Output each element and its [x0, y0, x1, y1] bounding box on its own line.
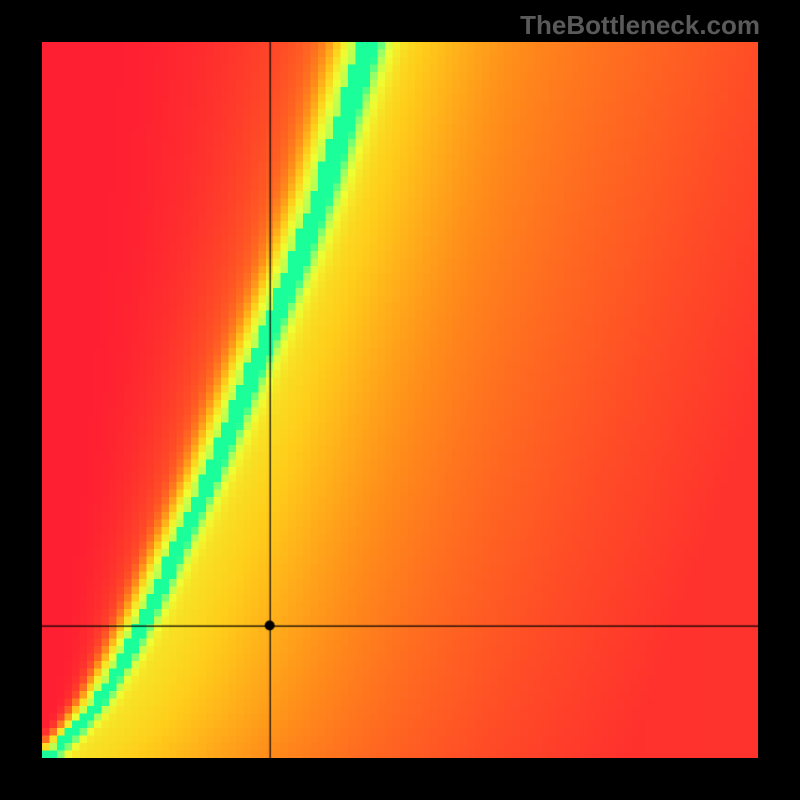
watermark-text: TheBottleneck.com [520, 10, 760, 41]
chart-container: TheBottleneck.com [0, 0, 800, 800]
bottleneck-heatmap [42, 42, 758, 758]
